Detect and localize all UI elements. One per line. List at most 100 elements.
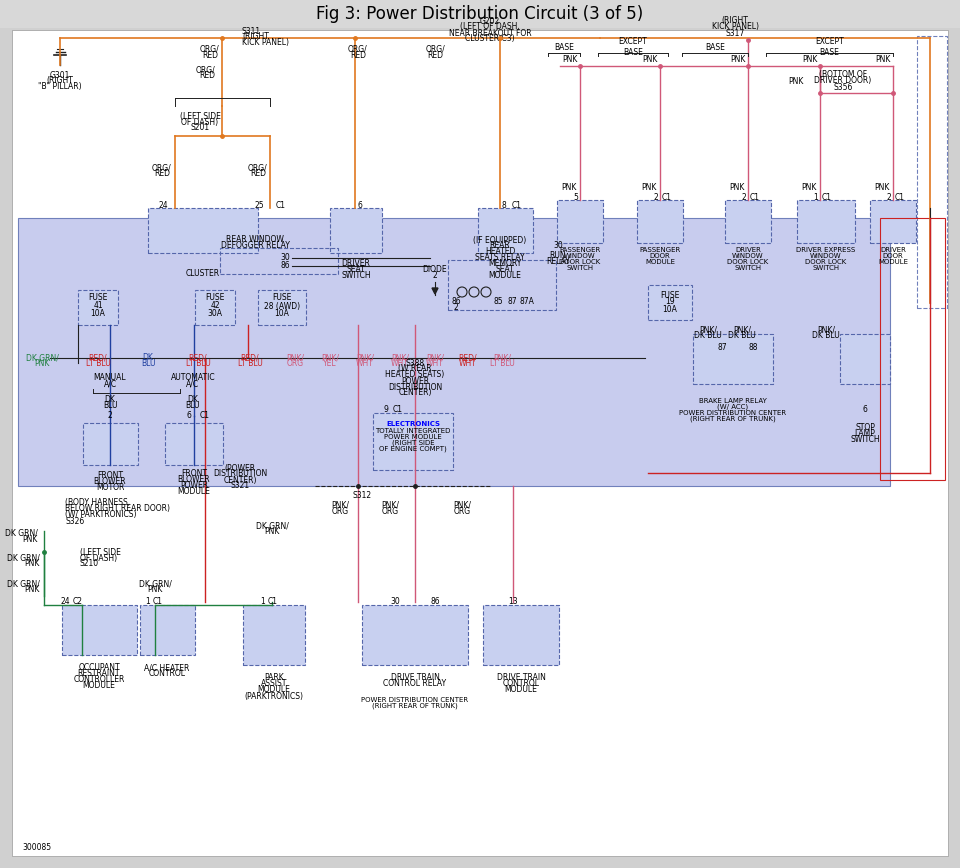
Text: DK GRN/: DK GRN/ xyxy=(5,529,38,537)
Text: G202: G202 xyxy=(480,16,500,25)
Text: MODULE: MODULE xyxy=(257,686,291,694)
Text: PNK/: PNK/ xyxy=(733,326,751,334)
Text: PNK/: PNK/ xyxy=(331,501,349,510)
Text: DOOR LOCK: DOOR LOCK xyxy=(805,259,847,265)
Text: C1: C1 xyxy=(268,597,278,607)
Text: DOOR: DOOR xyxy=(650,253,670,259)
Text: PNK/: PNK/ xyxy=(426,353,444,363)
Text: 2: 2 xyxy=(653,193,658,201)
Text: DK GRN/: DK GRN/ xyxy=(26,353,59,363)
Text: OF DASH): OF DASH) xyxy=(80,554,117,562)
Text: MODULE: MODULE xyxy=(83,681,115,691)
Text: A/C: A/C xyxy=(186,379,200,389)
Text: 24: 24 xyxy=(158,201,168,209)
Text: DRIVER DOOR): DRIVER DOOR) xyxy=(814,76,872,86)
Text: S201: S201 xyxy=(190,123,209,133)
Bar xyxy=(362,605,468,665)
Text: FUSE: FUSE xyxy=(88,293,108,303)
Bar xyxy=(18,218,890,486)
Text: SEATS RELAY: SEATS RELAY xyxy=(475,253,525,262)
Text: RED: RED xyxy=(250,169,266,179)
Text: BELOW RIGHT REAR DOOR): BELOW RIGHT REAR DOOR) xyxy=(65,504,170,514)
Text: ELECTRONICS: ELECTRONICS xyxy=(386,421,440,427)
Bar xyxy=(478,208,533,253)
Text: 6: 6 xyxy=(186,411,191,420)
Text: PNK/: PNK/ xyxy=(699,326,717,334)
Text: PASSENGER: PASSENGER xyxy=(639,247,681,253)
Bar xyxy=(797,200,855,243)
Text: C2: C2 xyxy=(73,597,83,607)
Text: WINDOW: WINDOW xyxy=(732,253,764,259)
Text: DK GRN/: DK GRN/ xyxy=(138,580,172,589)
Text: 10A: 10A xyxy=(662,305,678,313)
Text: 10A: 10A xyxy=(275,310,289,319)
Text: FRONT: FRONT xyxy=(181,469,207,477)
Text: C1: C1 xyxy=(276,201,286,209)
Text: PNK/: PNK/ xyxy=(453,501,471,510)
Text: SWITCH: SWITCH xyxy=(812,265,840,271)
Text: KICK PANEL): KICK PANEL) xyxy=(711,23,758,31)
Text: CONTROL: CONTROL xyxy=(149,669,185,679)
Text: ORG/: ORG/ xyxy=(195,65,215,75)
Text: EXCEPT
BASE: EXCEPT BASE xyxy=(618,37,647,56)
Text: CENTER): CENTER) xyxy=(398,389,432,398)
Text: HEATED SEATS): HEATED SEATS) xyxy=(385,371,444,379)
Text: PNK/: PNK/ xyxy=(356,353,374,363)
Text: ORG: ORG xyxy=(381,507,398,516)
Text: DK BLU: DK BLU xyxy=(812,332,840,340)
Text: BLOWER: BLOWER xyxy=(178,475,210,483)
Bar xyxy=(78,290,118,325)
Text: 42: 42 xyxy=(210,301,220,311)
Text: PNK: PNK xyxy=(147,586,162,595)
Text: 30: 30 xyxy=(390,597,400,607)
Text: PASSENGER: PASSENGER xyxy=(560,247,601,253)
Text: S356: S356 xyxy=(833,82,852,91)
Text: DOOR: DOOR xyxy=(882,253,903,259)
Bar xyxy=(870,200,916,243)
Bar xyxy=(373,413,453,470)
Text: PNK: PNK xyxy=(264,528,279,536)
Text: PNK: PNK xyxy=(731,56,746,64)
Text: LAMP: LAMP xyxy=(854,430,876,438)
Text: DK: DK xyxy=(143,353,154,363)
Text: (W/ PARKTRONICS): (W/ PARKTRONICS) xyxy=(65,510,136,520)
Text: RED: RED xyxy=(202,50,218,60)
Text: WHT: WHT xyxy=(459,359,477,369)
Text: "B" PILLAR): "B" PILLAR) xyxy=(38,82,82,91)
Text: MODULE: MODULE xyxy=(489,272,521,280)
Text: RELAY: RELAY xyxy=(546,258,570,266)
Text: RED: RED xyxy=(154,169,170,179)
Text: RED/: RED/ xyxy=(241,353,259,363)
Text: DOOR LOCK: DOOR LOCK xyxy=(560,259,601,265)
Text: REAR: REAR xyxy=(490,241,511,251)
Text: BASE: BASE xyxy=(705,43,725,51)
Text: CONTROL: CONTROL xyxy=(502,680,540,688)
Text: CLUSTER: CLUSTER xyxy=(186,269,220,279)
Bar xyxy=(195,290,235,325)
Text: CONTROL RELAY: CONTROL RELAY xyxy=(383,680,446,688)
Text: MEMORY: MEMORY xyxy=(489,260,521,268)
Text: SEAT: SEAT xyxy=(495,266,515,274)
Text: FRONT: FRONT xyxy=(97,471,123,481)
Text: C1: C1 xyxy=(512,201,522,209)
Text: RED/: RED/ xyxy=(189,353,207,363)
Bar xyxy=(725,200,771,243)
Text: ORG/: ORG/ xyxy=(200,44,220,54)
Text: OF ENGINE COMPT): OF ENGINE COMPT) xyxy=(379,446,446,452)
Text: 25: 25 xyxy=(254,201,264,209)
Text: C1: C1 xyxy=(822,193,832,201)
Bar xyxy=(258,290,306,325)
Text: 5: 5 xyxy=(573,193,578,201)
Text: SWITCH: SWITCH xyxy=(341,272,371,280)
Text: RED: RED xyxy=(199,71,215,81)
Text: FUSE: FUSE xyxy=(205,293,225,303)
Text: REAR WINDOW: REAR WINDOW xyxy=(226,235,284,245)
Text: 87: 87 xyxy=(507,298,516,306)
Text: PARK: PARK xyxy=(264,674,284,682)
Text: 13: 13 xyxy=(508,597,517,607)
Bar xyxy=(483,605,559,665)
Text: LT BLU: LT BLU xyxy=(185,359,210,369)
Text: EXCEPT
BASE: EXCEPT BASE xyxy=(815,37,844,56)
Text: NEAR BREAKOUT FOR: NEAR BREAKOUT FOR xyxy=(448,29,531,37)
Text: DOOR LOCK: DOOR LOCK xyxy=(728,259,769,265)
